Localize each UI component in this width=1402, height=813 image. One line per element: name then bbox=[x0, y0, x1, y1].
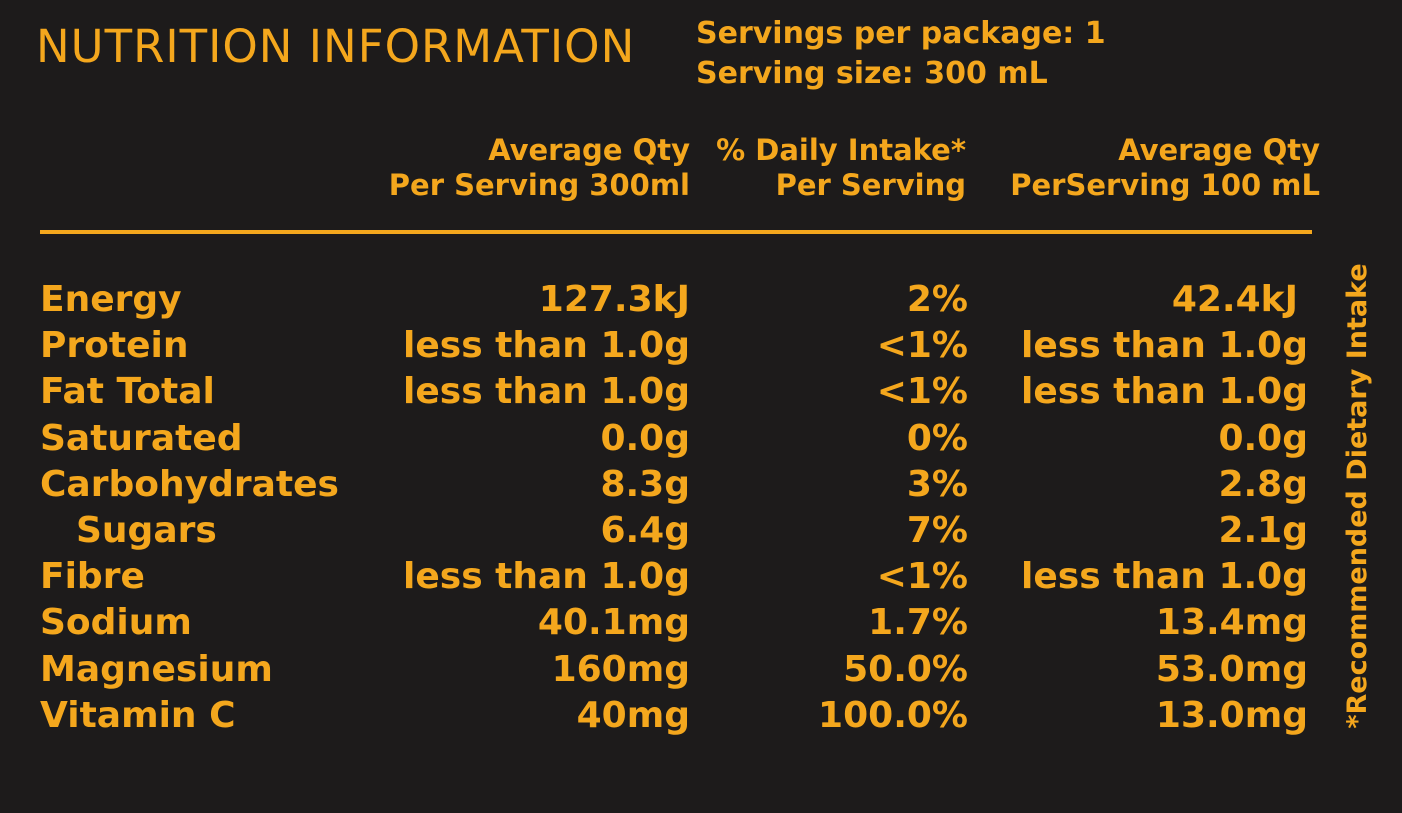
per-serving-value: less than 1.0g bbox=[403, 325, 690, 367]
nutrient-name: Fibre bbox=[40, 556, 145, 598]
nutrient-name: Energy bbox=[40, 279, 182, 320]
label-title: NUTRITION INFORMATION bbox=[36, 20, 636, 73]
daily-intake-value: 0% bbox=[906, 417, 968, 459]
daily-intake-value: 50.0% bbox=[843, 648, 968, 690]
column-header-line1: Average Qty bbox=[1118, 133, 1320, 167]
nutrient-name: Saturated bbox=[40, 417, 243, 459]
column-header-line2: Per Serving bbox=[775, 168, 966, 202]
servings-per-package: Servings per package: 1 bbox=[696, 16, 1106, 51]
daily-intake-value: <1% bbox=[876, 371, 968, 413]
per-serving-value: 160mg bbox=[551, 648, 690, 690]
daily-intake-value: 2% bbox=[906, 279, 968, 320]
daily-intake-value: 7% bbox=[906, 509, 968, 551]
column-header-line1: Average Qty bbox=[488, 133, 690, 167]
per-100ml-value: 53.0mg bbox=[1155, 648, 1308, 690]
column-header-daily-intake: % Daily Intake* Per Serving bbox=[716, 133, 966, 203]
per-serving-value: 0.0g bbox=[600, 417, 690, 459]
footnote-rdi: *Recommended Dietary Intake bbox=[1342, 263, 1373, 729]
per-100ml-value: less than 1.0g bbox=[1021, 371, 1308, 413]
column-header-per-serving: Average Qty Per Serving 300ml bbox=[389, 133, 690, 203]
table-row: Fibre less than 1.0g <1% less than 1.0g bbox=[0, 554, 1402, 600]
per-serving-value: 40mg bbox=[576, 694, 690, 736]
nutrient-name: Magnesium bbox=[40, 648, 273, 690]
daily-intake-value: <1% bbox=[876, 556, 968, 598]
per-100ml-value: 0.0g bbox=[1218, 417, 1308, 459]
nutrient-name: Carbohydrates bbox=[40, 463, 339, 505]
nutrient-name: Sodium bbox=[40, 602, 192, 644]
per-100ml-value: less than 1.0g bbox=[1021, 556, 1308, 598]
per-serving-value: 8.3g bbox=[600, 463, 690, 505]
column-header-line2: Per Serving 300ml bbox=[388, 168, 690, 202]
table-row: Sodium 40.1mg 1.7% 13.4mg bbox=[0, 600, 1402, 646]
table-row: Saturated 0.0g 0% 0.0g bbox=[0, 416, 1402, 462]
daily-intake-value: 3% bbox=[906, 463, 968, 505]
column-header-per-100ml: Average Qty PerServing 100 mL bbox=[1010, 133, 1320, 203]
table-row: Energy 127.3kJ 2% 42.4kJ bbox=[0, 277, 1402, 323]
per-serving-value: 40.1mg bbox=[537, 602, 690, 644]
table-row: Fat Total less than 1.0g <1% less than 1… bbox=[0, 369, 1402, 415]
table-row: Sugars 6.4g 7% 2.1g bbox=[0, 508, 1402, 554]
daily-intake-value: 1.7% bbox=[868, 602, 968, 644]
nutrient-table: Energy 127.3kJ 2% 42.4kJ Protein less th… bbox=[0, 277, 1402, 739]
table-row: Carbohydrates 8.3g 3% 2.8g bbox=[0, 462, 1402, 508]
per-100ml-value: 42.4kJ bbox=[1171, 279, 1298, 320]
daily-intake-value: 100.0% bbox=[818, 694, 968, 736]
serving-size: Serving size: 300 mL bbox=[696, 56, 1048, 91]
per-100ml-value: 2.1g bbox=[1218, 509, 1308, 551]
per-serving-value: less than 1.0g bbox=[403, 556, 690, 598]
per-100ml-value: 2.8g bbox=[1218, 463, 1308, 505]
daily-intake-value: <1% bbox=[876, 325, 968, 367]
per-100ml-value: 13.0mg bbox=[1155, 694, 1308, 736]
table-row: Vitamin C 40mg 100.0% 13.0mg bbox=[0, 693, 1402, 739]
nutrient-name: Fat Total bbox=[40, 371, 215, 413]
nutrient-name: Sugars bbox=[76, 509, 217, 551]
nutrient-name: Protein bbox=[40, 325, 189, 367]
nutrient-name: Vitamin C bbox=[40, 694, 236, 736]
per-serving-value: 6.4g bbox=[600, 509, 690, 551]
per-100ml-value: 13.4mg bbox=[1155, 602, 1308, 644]
per-serving-value: less than 1.0g bbox=[403, 371, 690, 413]
serving-info: Servings per package: 1 Serving size: 30… bbox=[696, 14, 1106, 94]
column-header-line2: PerServing 100 mL bbox=[1010, 168, 1320, 202]
table-row: Magnesium 160mg 50.0% 53.0mg bbox=[0, 647, 1402, 693]
per-serving-value: 127.3kJ bbox=[538, 279, 690, 320]
per-100ml-value: less than 1.0g bbox=[1021, 325, 1308, 367]
header-divider bbox=[40, 230, 1312, 234]
table-row: Protein less than 1.0g <1% less than 1.0… bbox=[0, 323, 1402, 369]
column-header-line1: % Daily Intake* bbox=[716, 133, 966, 167]
